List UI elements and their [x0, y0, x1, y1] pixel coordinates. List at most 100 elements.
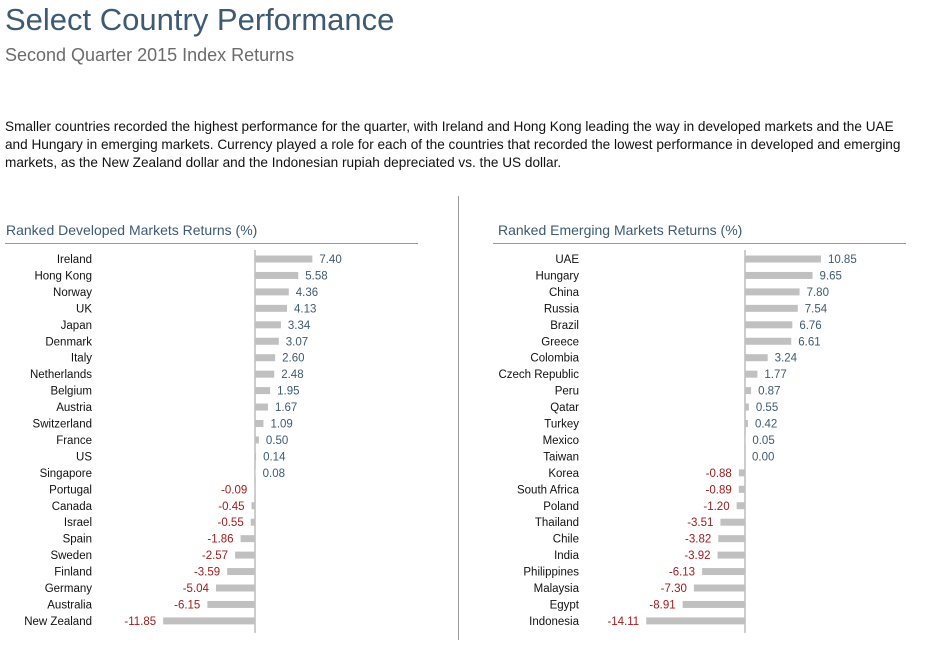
developed-category-label: Norway	[53, 287, 92, 299]
emerging-bar	[717, 551, 745, 559]
developed-value-label: 0.50	[266, 435, 288, 447]
emerging-value-label: 6.76	[799, 320, 821, 332]
emerging-value-label: 7.54	[805, 303, 828, 315]
emerging-bar	[745, 403, 749, 411]
developed-category-label: France	[56, 435, 92, 447]
developed-markets-chart: Ireland 7.40 Hong Kong 5.58 Norway 4.36 UK 4.13…	[24, 250, 342, 633]
emerging-value-label: 1.77	[764, 369, 786, 381]
developed-value-label: 0.08	[263, 468, 285, 480]
emerging-bar	[745, 288, 800, 296]
emerging-category-label: Taiwan	[543, 451, 579, 463]
developed-value-label: -1.86	[207, 534, 233, 546]
developed-value-label: -0.45	[218, 501, 244, 513]
developed-value-label: 3.07	[286, 336, 308, 348]
emerging-value-label: 0.05	[752, 435, 774, 447]
emerging-bar	[745, 321, 793, 329]
emerging-value-label: 0.00	[752, 451, 774, 463]
developed-value-label: 5.58	[305, 270, 327, 282]
emerging-bar	[745, 271, 813, 279]
developed-category-label: Spain	[63, 534, 92, 546]
developed-category-label: Singapore	[40, 468, 92, 480]
developed-category-label: Hong Kong	[34, 270, 92, 282]
developed-bar	[250, 518, 255, 526]
emerging-bar	[718, 535, 745, 543]
developed-value-label: -6.15	[174, 599, 200, 611]
emerging-bar	[745, 370, 758, 378]
emerging-value-label: 0.87	[758, 386, 780, 398]
emerging-bar	[745, 354, 768, 362]
developed-bar	[255, 255, 313, 263]
emerging-category-label: Malaysia	[534, 583, 580, 595]
developed-category-label: Portugal	[49, 484, 92, 496]
developed-category-label: Australia	[47, 599, 92, 611]
developed-category-label: Switzerland	[33, 419, 92, 431]
developed-value-label: 2.60	[282, 353, 304, 365]
emerging-value-label: -3.82	[685, 534, 711, 546]
emerging-value-label: 0.55	[756, 402, 778, 414]
developed-category-label: Austria	[56, 402, 92, 414]
emerging-bar	[745, 387, 752, 395]
developed-value-label: 3.34	[288, 320, 311, 332]
developed-value-label: 4.13	[294, 303, 316, 315]
emerging-bar	[738, 485, 745, 493]
emerging-value-label: -1.20	[703, 501, 729, 513]
developed-value-label: -11.85	[124, 616, 156, 628]
developed-category-label: Israel	[64, 517, 92, 529]
developed-bar	[207, 600, 255, 608]
emerging-category-label: Greece	[541, 336, 579, 348]
developed-bar	[255, 403, 268, 411]
emerging-category-label: Poland	[543, 501, 579, 513]
emerging-bar	[745, 420, 748, 427]
developed-bar	[255, 370, 275, 378]
developed-category-label: Finland	[54, 567, 92, 579]
developed-category-label: US	[76, 451, 92, 463]
emerging-value-label: 10.85	[828, 254, 857, 266]
emerging-bar	[682, 600, 745, 608]
developed-value-label: 1.67	[275, 402, 297, 414]
developed-bar	[255, 436, 259, 444]
emerging-category-label: Turkey	[544, 419, 579, 431]
developed-chart-title: Ranked Developed Markets Returns (%)	[6, 222, 258, 238]
emerging-value-label: -3.92	[684, 550, 710, 562]
developed-category-label: Germany	[45, 583, 93, 595]
emerging-bar	[702, 568, 745, 576]
emerging-bar	[745, 255, 821, 263]
emerging-title-rule	[493, 243, 906, 244]
emerging-category-label: Thailand	[535, 517, 579, 529]
developed-category-label: Ireland	[57, 254, 92, 266]
emerging-value-label: -0.88	[706, 468, 732, 480]
developed-bar	[215, 584, 255, 592]
developed-bar	[163, 617, 255, 625]
page-title: Select Country Performance	[5, 2, 395, 37]
emerging-category-label: Chile	[553, 534, 579, 546]
emerging-bar	[738, 469, 745, 477]
developed-value-label: 2.48	[281, 369, 303, 381]
developed-bar	[255, 452, 257, 460]
developed-value-label: 1.95	[277, 386, 299, 398]
emerging-value-label: -6.13	[669, 567, 695, 579]
developed-category-label: UK	[76, 303, 92, 315]
emerging-category-label: UAE	[555, 254, 579, 266]
developed-value-label: 7.40	[319, 254, 341, 266]
emerging-bar	[720, 518, 745, 526]
emerging-value-label: 6.61	[798, 336, 820, 348]
emerging-bar	[736, 502, 745, 510]
developed-value-label: -0.09	[221, 484, 247, 496]
developed-value-label: 0.14	[263, 451, 286, 463]
developed-bar	[235, 551, 255, 559]
emerging-bar	[646, 617, 745, 625]
emerging-category-label: Czech Republic	[498, 369, 579, 381]
emerging-bar	[745, 337, 792, 345]
developed-bar	[255, 469, 256, 477]
developed-value-label: -3.59	[194, 567, 220, 579]
emerging-value-label: -14.11	[607, 616, 639, 628]
developed-bar	[255, 354, 276, 362]
developed-bar	[254, 485, 255, 493]
developed-value-label: -5.04	[183, 583, 210, 595]
emerging-value-label: -0.89	[706, 484, 732, 496]
developed-value-label: 1.09	[270, 419, 292, 431]
emerging-value-label: 0.42	[755, 419, 777, 431]
developed-bar	[240, 535, 255, 543]
developed-category-label: Netherlands	[30, 369, 92, 381]
developed-value-label: -0.55	[218, 517, 244, 529]
